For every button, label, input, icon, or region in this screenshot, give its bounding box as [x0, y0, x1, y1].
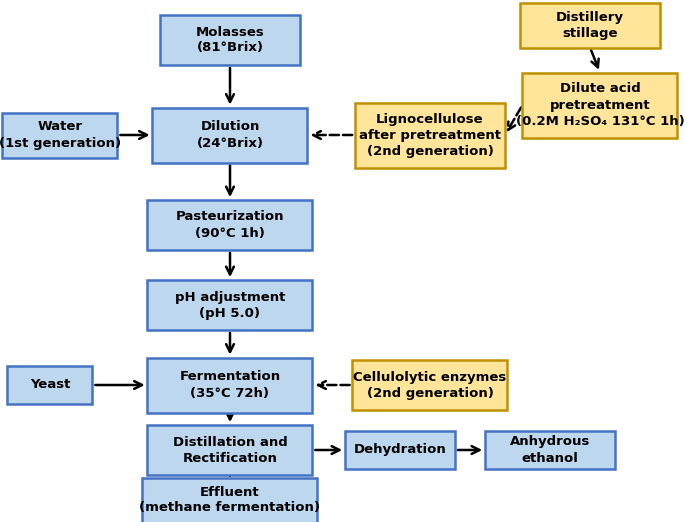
FancyBboxPatch shape: [147, 280, 312, 330]
FancyBboxPatch shape: [160, 15, 300, 65]
Text: Lignocellulose
after pretreatment
(2nd generation): Lignocellulose after pretreatment (2nd g…: [359, 113, 501, 158]
FancyBboxPatch shape: [8, 366, 92, 404]
Text: pH adjustment
(pH 5.0): pH adjustment (pH 5.0): [175, 291, 285, 319]
FancyBboxPatch shape: [3, 113, 118, 158]
Text: Effluent
(methane fermentation): Effluent (methane fermentation): [140, 485, 321, 515]
Text: Water
(1st generation): Water (1st generation): [0, 121, 121, 149]
FancyBboxPatch shape: [520, 3, 660, 48]
FancyBboxPatch shape: [345, 431, 455, 469]
Text: Cellulolytic enzymes
(2nd generation): Cellulolytic enzymes (2nd generation): [353, 371, 507, 399]
Text: Molasses
(81°Brix): Molasses (81°Brix): [196, 26, 264, 54]
Text: Dehydration: Dehydration: [353, 444, 447, 457]
FancyBboxPatch shape: [355, 102, 505, 168]
FancyBboxPatch shape: [353, 360, 508, 410]
Text: Distillation and
Rectification: Distillation and Rectification: [173, 435, 288, 465]
FancyBboxPatch shape: [147, 200, 312, 250]
Text: Dilute acid
pretreatment
(0.2M H₂SO₄ 131°C 1h): Dilute acid pretreatment (0.2M H₂SO₄ 131…: [516, 82, 684, 127]
FancyBboxPatch shape: [153, 108, 308, 162]
Text: Dilution
(24°Brix): Dilution (24°Brix): [197, 121, 264, 149]
FancyBboxPatch shape: [147, 358, 312, 412]
FancyBboxPatch shape: [485, 431, 615, 469]
FancyBboxPatch shape: [142, 478, 318, 522]
FancyBboxPatch shape: [147, 425, 312, 475]
Text: Pasteurization
(90°C 1h): Pasteurization (90°C 1h): [176, 210, 284, 240]
Text: Yeast: Yeast: [30, 378, 70, 392]
Text: Fermentation
(35°C 72h): Fermentation (35°C 72h): [179, 371, 281, 399]
Text: Anhydrous
ethanol: Anhydrous ethanol: [510, 435, 590, 465]
FancyBboxPatch shape: [523, 73, 677, 137]
Text: Distillery
stillage: Distillery stillage: [556, 10, 624, 40]
